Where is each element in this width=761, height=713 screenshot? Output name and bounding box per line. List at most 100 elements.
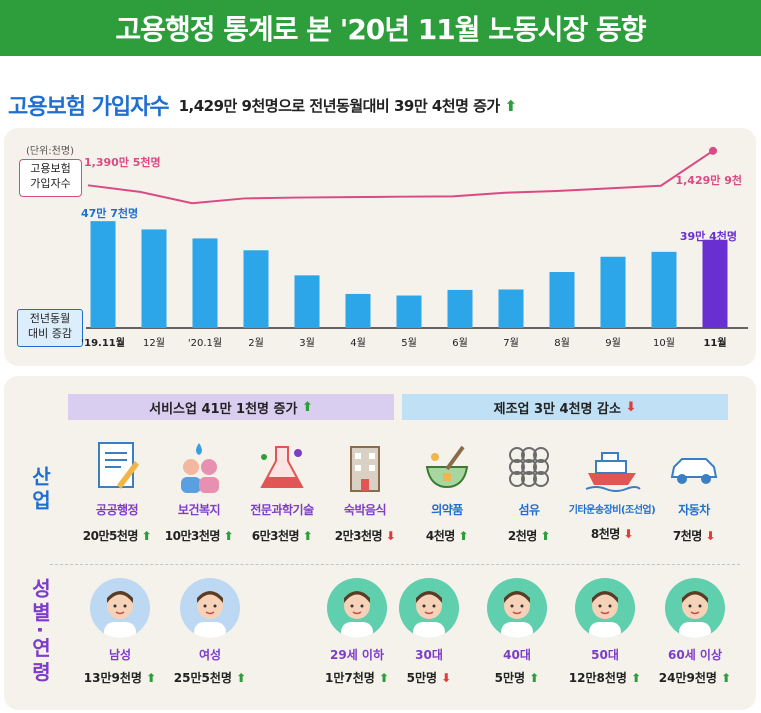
legend-line-label: 고용보험 가입자수 xyxy=(19,159,82,197)
tick-label: 5월 xyxy=(401,337,417,349)
tick-label: 10월 xyxy=(653,337,675,349)
person-item: 60세 이상 24만9천명 ⬆ xyxy=(650,578,740,686)
person-value-text: 5만명 xyxy=(494,671,526,685)
bar xyxy=(498,289,524,328)
arrow-up-icon: ⬆ xyxy=(231,671,247,685)
tick-label: 7월 xyxy=(503,337,519,349)
industry-name: 공공행정 xyxy=(95,503,139,517)
person-item: 30대 5만명 ⬇ xyxy=(384,578,474,686)
data-label: 39만 4천명 xyxy=(680,229,737,243)
industry-name: 자동차 xyxy=(678,503,710,517)
person-value-text: 13만9천명 xyxy=(83,671,142,685)
mortar-icon xyxy=(417,437,477,497)
bar xyxy=(549,272,575,328)
tick-label: 9월 xyxy=(605,337,621,349)
tick-label: '20.1월 xyxy=(188,337,222,349)
person-avatar-icon xyxy=(327,578,387,638)
person-value: 5만명 ⬇ xyxy=(384,669,474,686)
person-avatar-icon xyxy=(90,578,150,638)
person-item: 40대 5만명 ⬆ xyxy=(472,578,562,686)
arrow-up-icon: ⬆ xyxy=(454,529,469,543)
industry-item: 의약품 4천명 ⬆ xyxy=(399,437,495,544)
arrow-up-icon: ⬆ xyxy=(626,671,642,685)
data-label: 47만 7천명 xyxy=(81,206,138,220)
arrow-up-icon: ⬆ xyxy=(299,529,313,543)
industry-name: 섬유 xyxy=(518,503,540,517)
car-icon xyxy=(664,437,724,497)
flask-icon xyxy=(252,437,312,497)
industry-item: 전문과학기술 6만3천명 ⬆ xyxy=(234,437,330,544)
arrow-up-icon: ⬆ xyxy=(141,671,157,685)
industry-value-text: 10만3천명 xyxy=(164,529,221,543)
industry-name: 보건복지 xyxy=(177,503,221,517)
person-item: 29세 이하 1만7천명 ⬆ xyxy=(312,578,402,686)
person-value: 5만명 ⬆ xyxy=(472,669,562,686)
bar xyxy=(294,275,320,328)
person-value: 12만8천명 ⬆ xyxy=(560,669,650,686)
industry-item: 섬유 2천명 ⬆ xyxy=(481,437,577,544)
person-avatar-icon xyxy=(665,578,725,638)
line-end-point xyxy=(709,146,717,155)
bar xyxy=(600,256,626,328)
industry-value: 7천명 ⬇ xyxy=(646,527,742,544)
person-name: 30대 xyxy=(415,648,443,662)
industry-value: 6만3천명 ⬆ xyxy=(234,527,330,544)
hotel-icon xyxy=(335,437,395,497)
arrow-down-icon: ⬇ xyxy=(620,399,637,415)
industry-item: 공공행정 20만5천명 ⬆ xyxy=(69,437,165,544)
bar xyxy=(702,239,728,328)
banner-title: 고용행정 통계로 본 '20년 11월 노동시장 동향 xyxy=(0,0,761,56)
legend-line: 대비 증감 xyxy=(28,327,72,340)
industry-value: 2만3천명 ⬇ xyxy=(317,527,413,544)
person-value-text: 24만9천명 xyxy=(658,671,717,685)
bar xyxy=(651,251,677,328)
arrow-up-icon: ⬆ xyxy=(137,529,152,543)
tick-label: 4월 xyxy=(350,337,366,349)
arrow-up-icon: ⬆ xyxy=(536,529,551,543)
data-label: 1,390만 5천명 xyxy=(84,155,161,169)
tick-label: 6월 xyxy=(452,337,468,349)
legend-line: 전년동월 xyxy=(29,312,71,325)
tick-label: 12월 xyxy=(143,337,165,349)
person-item: 남성 13만9천명 ⬆ xyxy=(75,578,165,686)
industry-value: 2천명 ⬆ xyxy=(481,527,577,544)
legend-line: 가입자수 xyxy=(30,177,71,190)
breakdown-panel xyxy=(4,376,756,710)
industry-item: 기타운송장비(조선업) 8천명 ⬇ xyxy=(564,437,660,542)
service-band: 서비스업 41만 1천명 증가 ⬆ xyxy=(68,394,394,420)
section-summary-text: 1,429만 9천명으로 전년동월대비 39만 4천명 증가 xyxy=(178,96,501,115)
person-value-text: 25만5천명 xyxy=(173,671,232,685)
bar xyxy=(345,293,371,328)
industry-name: 의약품 xyxy=(431,503,463,517)
person-name: 40대 xyxy=(503,648,531,662)
person-item: 여성 25만5천명 ⬆ xyxy=(165,578,255,686)
industry-value: 4천명 ⬆ xyxy=(399,527,495,544)
series-line xyxy=(87,150,714,205)
industry-value-text: 2만3천명 xyxy=(334,529,383,543)
person-value: 13만9천명 ⬆ xyxy=(75,669,165,686)
document-icon xyxy=(87,437,147,497)
industry-value-text: 4천명 xyxy=(425,529,455,543)
arrow-down-icon: ⬇ xyxy=(437,671,452,685)
person-avatar-icon xyxy=(575,578,635,638)
manufacturing-band: 제조업 3만 4천명 감소 ⬇ xyxy=(402,394,728,420)
arrow-down-icon: ⬇ xyxy=(701,529,716,543)
person-name: 60세 이상 xyxy=(668,648,722,662)
legend-line-text: 고용보험 가입자수 xyxy=(20,161,81,191)
industry-item: 숙박음식 2만3천명 ⬇ xyxy=(317,437,413,544)
person-avatar-icon xyxy=(487,578,547,638)
service-band-text: 서비스업 41만 1천명 증가 xyxy=(149,401,298,417)
arrow-up-icon: ⬆ xyxy=(525,671,540,685)
people-care-icon xyxy=(169,437,229,497)
person-avatar-icon xyxy=(399,578,459,638)
unit-label: (단위:천명) xyxy=(26,146,74,157)
person-name: 남성 xyxy=(108,648,132,662)
industry-value: 10만3천명 ⬆ xyxy=(151,527,247,544)
divider xyxy=(50,564,740,565)
section-title: 고용보험 가입자수 xyxy=(8,95,170,120)
tick-label: '19.11월 xyxy=(81,337,125,349)
insured-workers-chart: '19.11월 12월 '20.1월 2월 3월 4월 5월 6월 7월 8월 9월 10월 11월 47… xyxy=(81,146,748,349)
tick-label: 2월 xyxy=(248,337,264,349)
person-value-text: 5만명 xyxy=(406,671,438,685)
bar xyxy=(447,289,473,328)
